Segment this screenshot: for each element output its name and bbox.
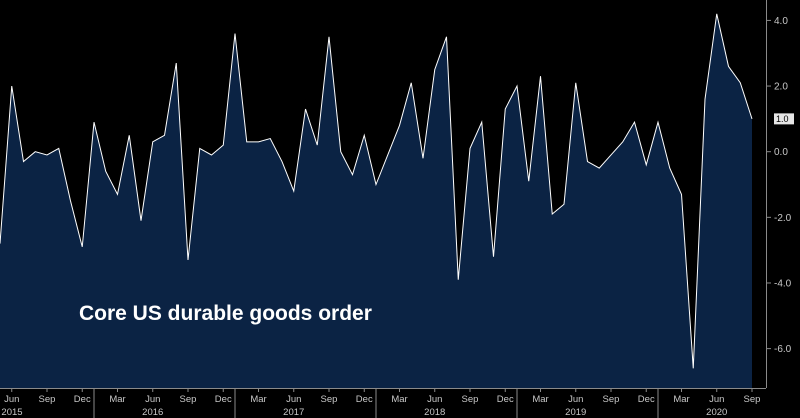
x-tick-label: Jun — [4, 394, 19, 405]
x-tick-label: Dec — [356, 394, 373, 405]
x-tick-label: Sep — [180, 394, 197, 405]
x-tick-label: Sep — [603, 394, 620, 405]
y-tick-label: -2.0 — [774, 213, 792, 224]
last-value-box — [774, 113, 794, 125]
last-value-marker: 1.0 — [774, 113, 794, 125]
y-axis-ticks: 4.0 2.0 0.0 -2.0 -4.0 -6.0 — [766, 16, 792, 355]
x-tick-label: Jun — [427, 394, 442, 405]
x-year-label: 2019 — [565, 407, 586, 418]
x-year-label: 2015 — [1, 407, 22, 418]
x-tick-label: Sep — [462, 394, 479, 405]
x-tick-label: Jun — [286, 394, 301, 405]
x-tick-label: Dec — [638, 394, 655, 405]
x-year-label: 2017 — [283, 407, 304, 418]
x-tick-label: Sep — [744, 394, 761, 405]
chart-title: Core US durable goods order — [79, 302, 372, 325]
y-tick-label: -6.0 — [774, 344, 792, 355]
series-line — [0, 13, 753, 369]
x-tick-label: Mar — [391, 394, 407, 405]
last-value-label: 1.0 — [776, 114, 789, 124]
x-tick-label: Mar — [109, 394, 125, 405]
x-axis-ticks: Jun Sep Dec Mar Jun Sep Dec Mar Jun Sep Dec Mar Jun S… — [1, 388, 760, 418]
x-tick-label: Jun — [568, 394, 583, 405]
y-tick-label: 4.0 — [774, 16, 788, 27]
y-tick-label: -4.0 — [774, 278, 792, 289]
x-tick-label: Sep — [39, 394, 56, 405]
x-tick-label: Jun — [709, 394, 724, 405]
area-fill — [0, 13, 752, 388]
y-tick-label: 0.0 — [774, 147, 788, 158]
y-tick-label: 2.0 — [774, 82, 788, 93]
x-tick-label: Dec — [497, 394, 514, 405]
x-tick-label: Sep — [321, 394, 338, 405]
x-year-label: 2018 — [424, 407, 445, 418]
x-tick-label: Mar — [532, 394, 548, 405]
x-year-label: 2016 — [142, 407, 163, 418]
x-tick-label: Dec — [215, 394, 232, 405]
x-tick-label: Mar — [673, 394, 689, 405]
x-year-label: 2020 — [706, 407, 727, 418]
x-tick-label: Jun — [145, 394, 160, 405]
x-tick-label: Mar — [250, 394, 266, 405]
x-tick-label: Dec — [74, 394, 91, 405]
